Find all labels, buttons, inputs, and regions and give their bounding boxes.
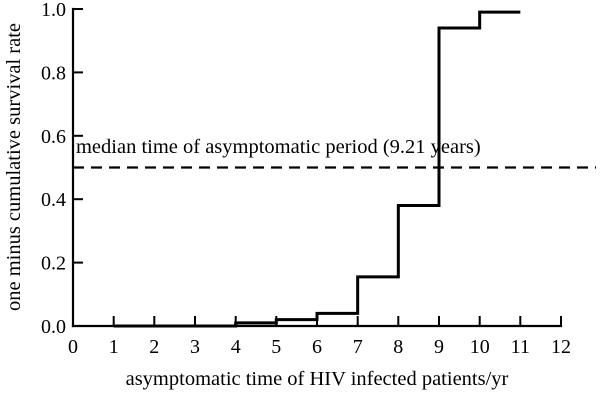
y-axis-ticks bbox=[73, 8, 83, 327]
x-axis-title: asymptomatic time of HIV infected patien… bbox=[126, 368, 509, 390]
y-tick-label: 0.0 bbox=[41, 316, 66, 338]
x-tick-label: 8 bbox=[393, 336, 403, 358]
x-tick-label: 3 bbox=[190, 336, 200, 358]
x-tick-label: 0 bbox=[68, 336, 78, 358]
x-tick-label: 1 bbox=[109, 336, 119, 358]
survival-step-curve bbox=[113, 10, 521, 328]
x-tick-label: 5 bbox=[271, 336, 281, 358]
x-tick-label: 9 bbox=[434, 336, 444, 358]
y-tick-label: 0.6 bbox=[41, 126, 66, 148]
y-tick-label: 0.4 bbox=[41, 189, 66, 211]
median-annotation-label: median time of asymptomatic period (9.21… bbox=[76, 136, 481, 158]
y-axis-title: one minus cumulative survival rate bbox=[3, 23, 25, 311]
y-tick-label: 1.0 bbox=[41, 0, 66, 21]
x-tick-label: 2 bbox=[149, 336, 159, 358]
y-tick-labels: 1.0 0.8 0.6 0.4 0.2 0.0 bbox=[41, 0, 66, 338]
x-tick-label: 10 bbox=[470, 336, 490, 358]
x-tick-label: 4 bbox=[231, 336, 241, 358]
y-tick-label: 0.8 bbox=[41, 62, 66, 84]
x-tick-label: 6 bbox=[312, 336, 322, 358]
x-tick-label: 11 bbox=[511, 336, 530, 358]
y-tick-label: 0.2 bbox=[41, 253, 66, 275]
x-tick-labels: 0 1 2 3 4 5 6 7 8 9 10 11 12 bbox=[68, 336, 571, 358]
x-tick-label: 7 bbox=[353, 336, 363, 358]
x-tick-label: 12 bbox=[551, 336, 571, 358]
